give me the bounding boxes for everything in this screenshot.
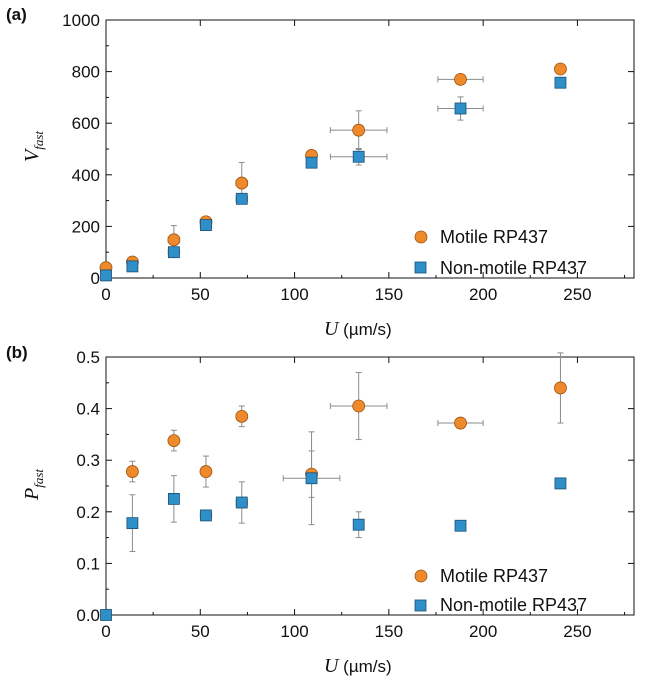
y-tick-label-b-5: 0.5 [76, 348, 100, 367]
legend-motile-label-b: Motile RP437 [440, 566, 548, 586]
y-tick-label-b-0: 0.0 [76, 606, 100, 625]
panel-b-ylabel: Pfast [21, 469, 46, 501]
point-nonmotile-a-4 [235, 192, 248, 205]
y-tick-label-b-4: 0.4 [76, 400, 100, 419]
point-motile-b-3 [235, 409, 249, 423]
legend-motile-label-a: Motile RP437 [440, 227, 548, 247]
x-tick-label-a-0: 0 [101, 285, 110, 304]
point-motile-b-1 [167, 434, 181, 447]
point-motile-a-8 [554, 62, 567, 76]
point-nonmotile-b-4 [235, 496, 248, 509]
point-nonmotile-b-7 [454, 519, 467, 532]
point-motile-a-7 [454, 72, 467, 86]
point-motile-b-6 [454, 416, 467, 430]
y-tick-label-a-3: 600 [72, 114, 100, 133]
point-nonmotile-a-6 [352, 150, 365, 163]
y-tick-label-a-5: 1000 [62, 11, 100, 30]
panel-a: (a) 0 50 100 150 200 250 0 200 400 600 800 1000 Mot… [6, 5, 635, 340]
panel-b-xlabel-unit: (µm/s) [338, 657, 391, 676]
y-tick-label-a-0: 0 [91, 269, 100, 288]
panel-b-xlabel: U (µm/s) [324, 655, 392, 677]
panel-a-legend: Motile RP437 Non-motile RP437 [414, 227, 587, 278]
point-motile-a-6 [352, 123, 366, 137]
point-nonmotile-b-8 [554, 477, 567, 490]
panel-b-ylabel-symbol: P [21, 488, 43, 501]
y-tick-label-a-1: 200 [72, 217, 100, 236]
panel-b-ylabel-subscript: fast [31, 469, 46, 488]
point-nonmotile-b-1 [126, 517, 139, 530]
legend-nonmotile-marker-b [414, 599, 427, 612]
x-tick-label-a-3: 150 [375, 285, 403, 304]
y-tick-label-a-4: 800 [72, 63, 100, 82]
legend-nonmotile-marker-a [414, 261, 427, 274]
x-tick-label-b-1: 50 [191, 622, 210, 641]
x-tick-label-a-1: 50 [191, 285, 210, 304]
panel-a-ylabel-subscript: fast [31, 131, 46, 150]
point-motile-b-5 [352, 399, 366, 413]
panel-b-label: (b) [6, 343, 28, 362]
panel-a-xlabel-symbol: U [324, 318, 340, 340]
point-nonmotile-a-0 [100, 269, 112, 282]
point-nonmotile-a-7 [454, 102, 467, 115]
point-nonmotile-b-2 [167, 492, 180, 505]
y-tick-label-b-3: 0.3 [76, 451, 100, 470]
point-nonmotile-b-6 [352, 518, 365, 531]
panel-a-label: (a) [6, 5, 27, 24]
panel-a-xlabel: U (µm/s) [324, 318, 392, 340]
svg-text:U (µm/s): U (µm/s) [324, 318, 392, 340]
x-tick-label-b-5: 250 [563, 622, 591, 641]
point-nonmotile-b-0 [100, 609, 112, 621]
point-nonmotile-b-5 [305, 472, 318, 485]
panel-b-legend: Motile RP437 Non-motile RP437 [414, 566, 587, 615]
point-motile-b-0 [125, 465, 139, 478]
x-tick-label-a-4: 200 [469, 285, 497, 304]
y-tick-label-b-2: 0.2 [76, 503, 100, 522]
point-motile-a-2 [167, 233, 181, 247]
x-tick-label-b-2: 100 [280, 622, 308, 641]
x-tick-label-b-4: 200 [469, 622, 497, 641]
panel-a-plot-frame [105, 19, 635, 279]
svg-text:Pfast: Pfast [21, 469, 46, 501]
point-motile-b-7 [554, 381, 567, 395]
point-nonmotile-a-3 [200, 219, 212, 232]
legend-motile-marker-a [414, 230, 428, 244]
panel-b-xlabel-symbol: U [324, 655, 340, 677]
point-motile-b-2 [199, 465, 213, 478]
y-tick-label-a-2: 400 [72, 166, 100, 185]
point-nonmotile-b-3 [200, 509, 212, 522]
panel-a-xlabel-unit: (µm/s) [338, 320, 391, 339]
point-motile-a-4 [235, 176, 249, 190]
panel-a-ylabel-symbol: V [21, 147, 43, 162]
legend-motile-marker-b [414, 569, 428, 583]
panel-b: (b) 0 50 100 150 200 250 0.0 0.1 0.2 0.3 0.4 0.5 Mo… [6, 343, 635, 677]
x-tick-label-a-5: 250 [563, 285, 591, 304]
panel-a-ylabel: Vfast [21, 131, 46, 162]
svg-text:U (µm/s): U (µm/s) [324, 655, 392, 677]
x-tick-label-a-2: 100 [280, 285, 308, 304]
point-nonmotile-a-5 [305, 156, 318, 169]
svg-text:Vfast: Vfast [21, 131, 46, 162]
x-tick-label-b-0: 0 [101, 622, 110, 641]
point-nonmotile-a-1 [126, 260, 139, 273]
x-tick-label-b-3: 150 [375, 622, 403, 641]
legend-nonmotile-label-a: Non-motile RP437 [440, 258, 587, 278]
y-tick-label-b-1: 0.1 [76, 554, 100, 573]
legend-nonmotile-label-b: Non-motile RP437 [440, 595, 587, 615]
point-nonmotile-a-8 [554, 76, 567, 89]
point-nonmotile-a-2 [167, 246, 180, 259]
